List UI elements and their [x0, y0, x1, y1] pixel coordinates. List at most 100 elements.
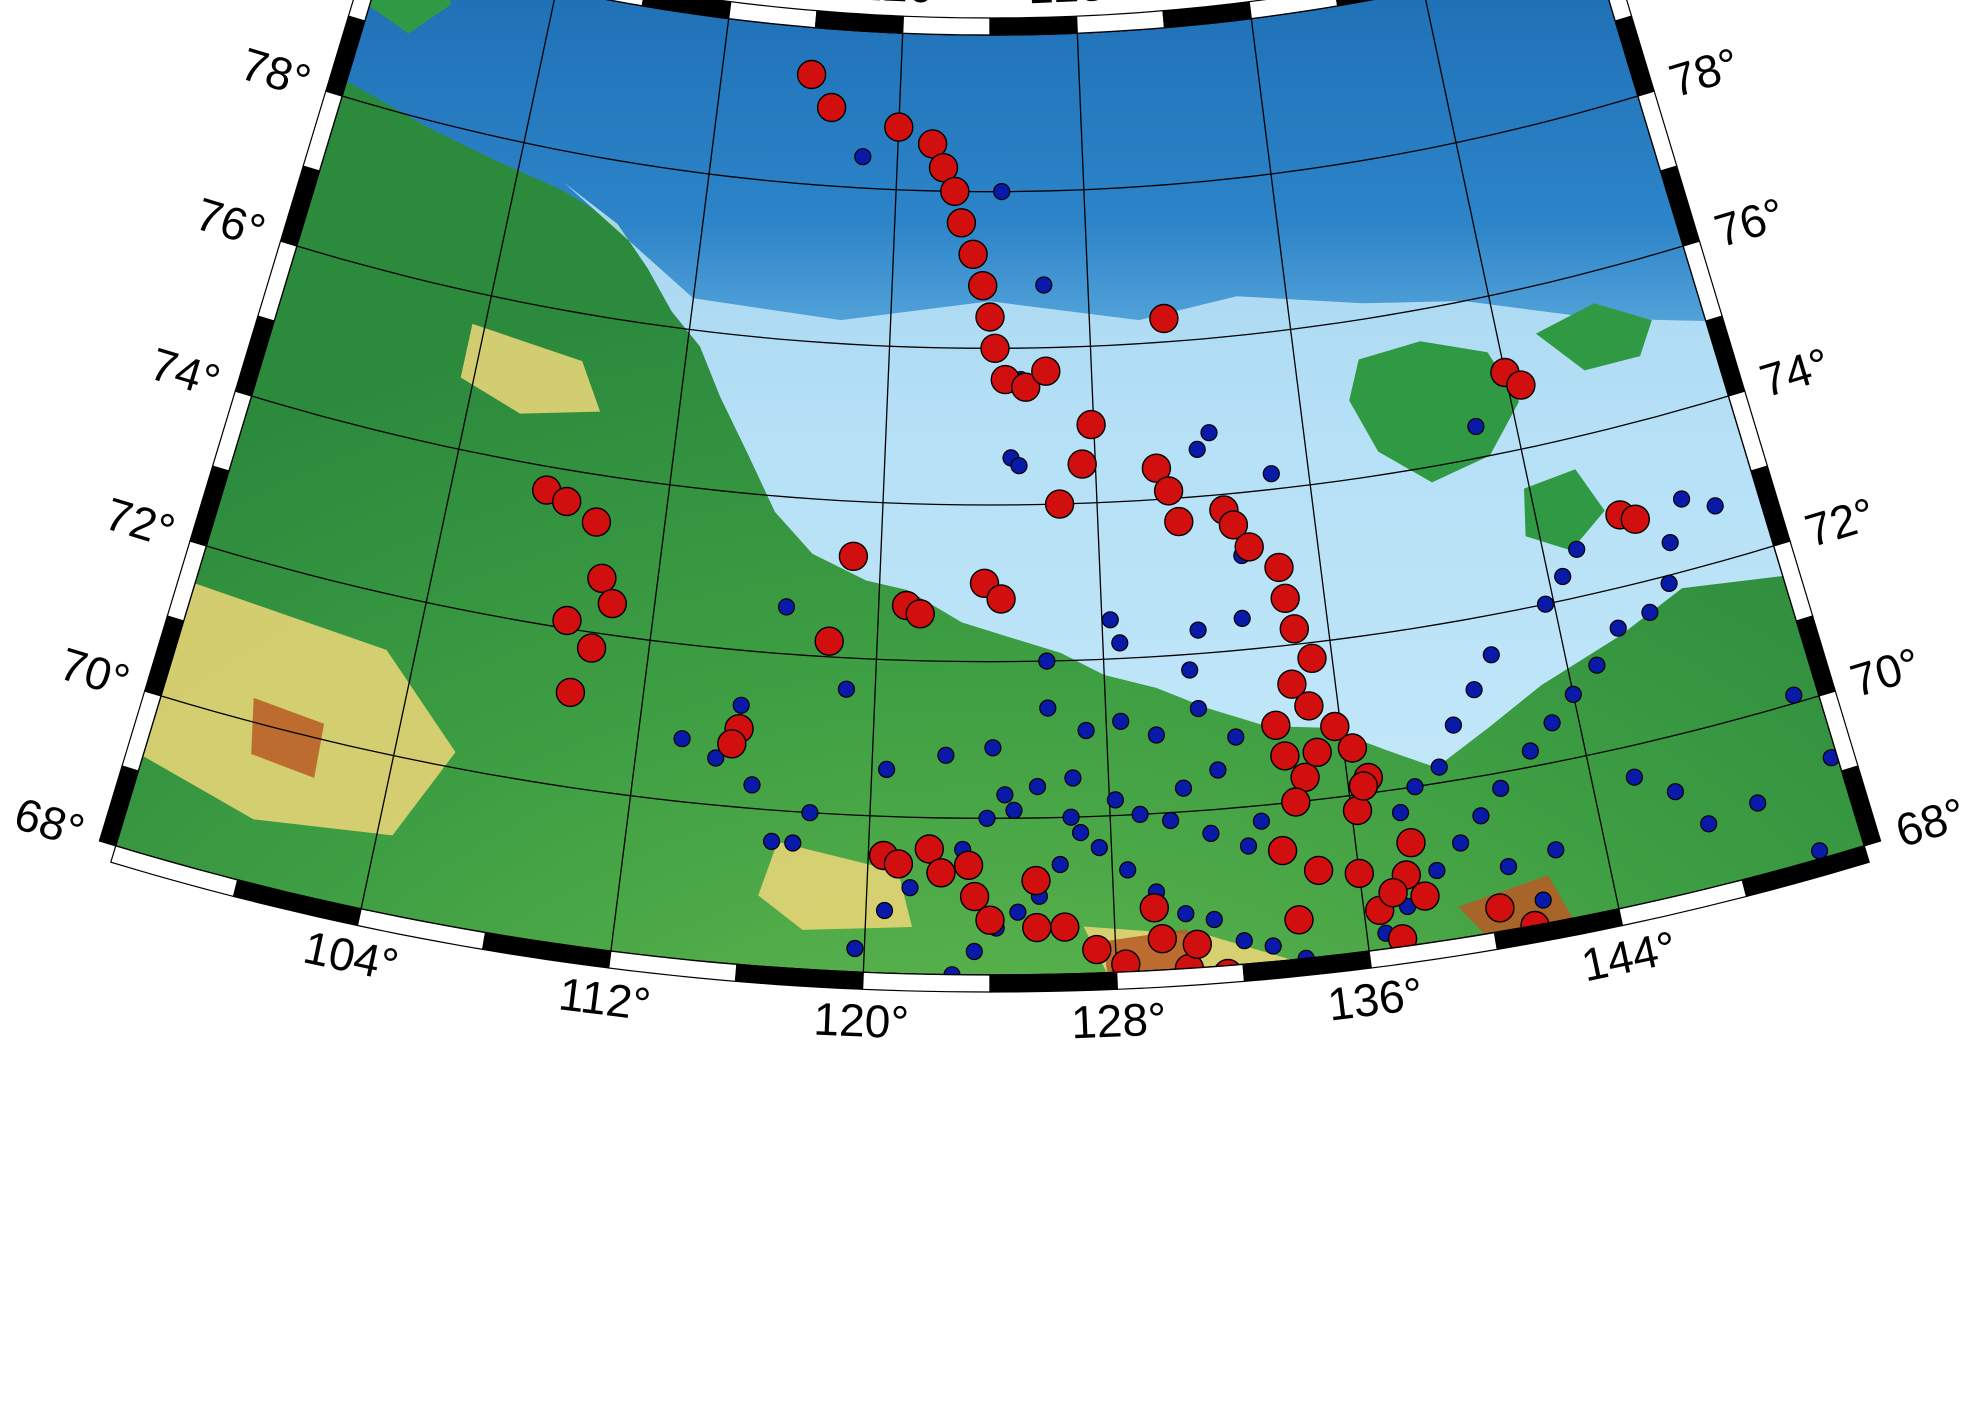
left-lat-label-4: 76° [190, 187, 272, 257]
small-event-86 [1672, 490, 1691, 508]
small-event-149 [1005, 801, 1023, 820]
small-event-189 [1052, 1303, 1068, 1319]
large-event-65 [905, 599, 935, 629]
top-frame-segment-11 [1336, 0, 1374, 7]
small-event-92 [1465, 681, 1483, 699]
small-event-74 [1428, 861, 1446, 880]
large-event-88 [1302, 737, 1332, 767]
large-event-45 [1265, 994, 1293, 1022]
small-event-12 [1189, 621, 1207, 639]
large-event-59 [576, 633, 607, 663]
small-event-22 [801, 804, 819, 822]
small-event-54 [1030, 998, 1046, 1014]
small-event-96 [1391, 803, 1410, 822]
large-event-35 [1320, 711, 1350, 742]
large-event-24 [1234, 532, 1264, 562]
large-event-68 [986, 584, 1016, 614]
small-event-90 [1568, 540, 1586, 558]
small-event-145 [901, 879, 919, 897]
small-event-31 [1131, 805, 1149, 824]
large-event-57 [597, 588, 627, 619]
small-event-69 [1310, 1004, 1326, 1020]
small-event-25 [877, 760, 896, 779]
small-event-85 [1661, 533, 1679, 552]
small-event-107 [1785, 686, 1803, 704]
large-event-89 [1348, 771, 1379, 801]
small-event-152 [1090, 838, 1108, 857]
left-lat-label-1: 70° [54, 637, 136, 707]
small-event-124 [1257, 1175, 1273, 1191]
small-event-158 [1264, 937, 1282, 955]
large-event-33 [1290, 762, 1320, 792]
right-lat-label-4: 76° [1709, 187, 1791, 257]
large-event-13 [1010, 372, 1041, 402]
large-event-101 [1145, 1223, 1173, 1251]
meridian-104 [360, 0, 558, 910]
small-event-121 [1358, 1133, 1374, 1149]
large-event-11 [980, 333, 1010, 363]
large-event-86 [1211, 1046, 1239, 1074]
small-event-184 [851, 1223, 867, 1239]
large-event-78 [1050, 912, 1080, 942]
small-event-7 [1188, 440, 1206, 458]
small-event-151 [1062, 808, 1080, 826]
small-event-19 [707, 749, 725, 767]
small-event-206 [1670, 1145, 1686, 1161]
small-event-155 [1177, 905, 1195, 923]
small-event-205 [1626, 1138, 1642, 1154]
large-event-84 [1139, 893, 1170, 923]
small-event-97 [1499, 857, 1518, 876]
small-event-67 [1263, 1056, 1279, 1072]
large-event-74 [959, 881, 990, 912]
large-event-100 [1121, 1224, 1149, 1252]
small-event-45 [1051, 855, 1069, 874]
small-event-111 [1700, 815, 1718, 833]
large-event-38 [1342, 795, 1373, 826]
meridian-144 [1422, 0, 1620, 910]
small-event-193 [1195, 1274, 1211, 1290]
large-event-99 [1096, 1194, 1124, 1222]
small-event-105 [1779, 982, 1795, 998]
small-event-120 [1398, 1104, 1414, 1120]
large-event-41 [1410, 881, 1440, 911]
large-event-96 [1303, 855, 1334, 886]
small-event-37 [1209, 761, 1227, 779]
small-event-166 [1500, 1065, 1516, 1081]
large-event-63 [838, 541, 869, 571]
bottom-lon-label-3: 128° [1070, 992, 1167, 1048]
small-event-42 [1077, 721, 1095, 740]
small-event-113 [1625, 768, 1644, 786]
small-event-170 [1638, 1095, 1654, 1111]
small-event-59 [1149, 1057, 1165, 1073]
small-event-26 [937, 746, 955, 764]
large-event-52 [1620, 504, 1651, 534]
right-lat-label-5: 78° [1663, 37, 1745, 107]
small-event-29 [1064, 769, 1082, 787]
left-lat-label-0: 68° [9, 787, 91, 857]
large-event-34 [1281, 787, 1311, 817]
small-event-138 [909, 1099, 925, 1115]
small-event-102 [1668, 1009, 1684, 1025]
small-event-157 [1235, 932, 1253, 950]
large-event-58 [552, 605, 582, 636]
small-event-98 [1534, 891, 1552, 909]
small-event-186 [930, 1241, 946, 1257]
small-event-178 [1872, 890, 1888, 906]
small-event-176 [1837, 991, 1853, 1007]
small-event-0 [854, 148, 872, 166]
large-event-76 [1021, 865, 1051, 896]
small-event-78 [1521, 742, 1540, 760]
small-event-156 [1205, 910, 1223, 929]
small-event-49 [965, 942, 983, 961]
small-event-169 [1596, 1088, 1612, 1104]
small-event-13 [1181, 661, 1199, 679]
small-event-197 [1337, 1191, 1353, 1207]
large-event-55 [581, 507, 612, 537]
small-event-94 [1430, 758, 1448, 776]
small-event-179 [1038, 652, 1056, 670]
small-event-112 [1666, 783, 1685, 801]
large-event-3 [884, 112, 914, 142]
small-event-131 [1070, 1052, 1086, 1068]
shelf-sea-area [564, 182, 1783, 768]
